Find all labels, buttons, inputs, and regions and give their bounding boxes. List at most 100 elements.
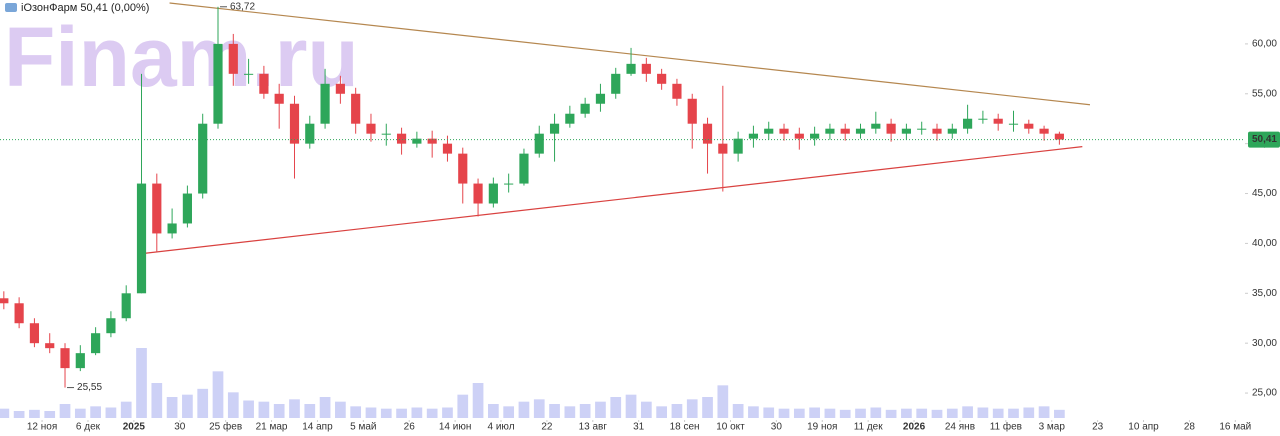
candle-body (626, 63, 636, 74)
chart-title: iОзонФарм 50,41 (0,00%) (21, 2, 149, 14)
candle-body (1054, 133, 1064, 140)
volume-bar (640, 401, 652, 418)
candle-body (641, 63, 651, 74)
volume-bar (518, 401, 530, 418)
x-tick-label: 6 дек (76, 422, 101, 433)
volume-bar (885, 409, 897, 418)
candle-body (871, 123, 881, 129)
candle-body (366, 123, 376, 134)
annotation-label: 25,55 (77, 382, 102, 393)
x-tick-label: 18 сен (670, 422, 700, 433)
candle-body (718, 143, 728, 154)
watermark: Finam.ru (4, 10, 359, 104)
volume-bar (564, 406, 576, 418)
candle-body (901, 128, 911, 134)
volume-bar (579, 404, 591, 418)
candle-body (810, 133, 820, 139)
candle-body (702, 123, 713, 144)
candle-body (687, 98, 697, 124)
volume-bar (855, 408, 866, 418)
candle-body (320, 83, 330, 124)
candle-body (1024, 123, 1034, 129)
candle-body (917, 128, 927, 130)
volume-bar (335, 401, 346, 418)
last-price-label: 50,41 (1252, 134, 1277, 145)
candle-body (595, 93, 606, 104)
volume-bar (702, 397, 713, 418)
candle-body (978, 118, 988, 120)
candle-body (198, 123, 208, 194)
candle-body (45, 343, 55, 349)
x-tick-label: 5 май (350, 422, 376, 433)
volume-bar (946, 408, 958, 418)
x-tick-label: 23 (1092, 422, 1104, 433)
volume-bar (426, 408, 438, 418)
volume-bar (595, 401, 606, 418)
volume-bar (793, 408, 805, 418)
volume-bar (29, 409, 40, 418)
volume-bar (1008, 408, 1019, 418)
candle-body (60, 348, 70, 369)
volume-bar (136, 348, 147, 418)
candle-body (182, 193, 192, 224)
volume-bar (748, 406, 759, 418)
x-tick-label: 21 мар (256, 422, 288, 433)
volume-bar (778, 408, 790, 418)
candle-body (381, 133, 391, 135)
trendline (143, 146, 1083, 254)
volume-bar (763, 407, 775, 418)
volume-bar (870, 407, 882, 418)
volume-bar (44, 411, 56, 418)
candle-body (335, 83, 345, 94)
volume-bar (916, 408, 928, 418)
volume-bar (13, 411, 25, 418)
x-tick-label: 10 апр (1128, 422, 1159, 433)
y-tick-label: 60,00 (1252, 39, 1277, 50)
volume-bar (350, 406, 362, 418)
candle-body (121, 293, 131, 319)
candle-body (136, 183, 147, 294)
volume-bar (992, 408, 1004, 418)
candle-body (672, 83, 682, 99)
candle-body (1008, 123, 1019, 125)
volume-bar (977, 407, 989, 418)
x-tick-label: 24 янв (945, 422, 975, 433)
x-tick-label: 14 июн (439, 422, 472, 433)
trendline (169, 2, 1091, 106)
candle-body (840, 128, 850, 134)
volume-bar (671, 404, 683, 418)
volume-bar (457, 394, 469, 418)
volume-bar (90, 406, 101, 418)
candle-body (855, 128, 866, 134)
candle-body (504, 183, 514, 185)
candle-body (427, 138, 437, 144)
volume-bar (365, 407, 377, 418)
candle-body (886, 123, 896, 134)
x-tick-label: 12 ноя (27, 422, 57, 433)
volume-bar (488, 404, 499, 418)
volume-bar (503, 406, 515, 418)
candle-body (963, 118, 973, 129)
candle-body (106, 318, 116, 334)
x-tick-label: 16 май (1219, 422, 1251, 433)
candle-body (244, 73, 254, 75)
candle-body (794, 133, 804, 139)
candle-body (611, 73, 621, 94)
volume-bar (717, 385, 729, 418)
candle-body (458, 153, 468, 184)
candle-body (152, 183, 162, 234)
candle-body (1039, 128, 1049, 134)
volume-bar (901, 408, 912, 418)
x-tick-label: 31 (633, 422, 645, 433)
y-tick-label: 30,00 (1252, 338, 1277, 349)
volume-bar (656, 406, 667, 418)
candle-body (473, 183, 483, 204)
candle-body (764, 128, 774, 134)
x-tick-label: 3 мар (1039, 422, 1066, 433)
volume-bar (1054, 409, 1065, 418)
volume-bar (931, 409, 943, 418)
x-tick-label: 19 ноя (807, 422, 837, 433)
candle-body (274, 93, 284, 104)
volume-bar (686, 399, 698, 418)
